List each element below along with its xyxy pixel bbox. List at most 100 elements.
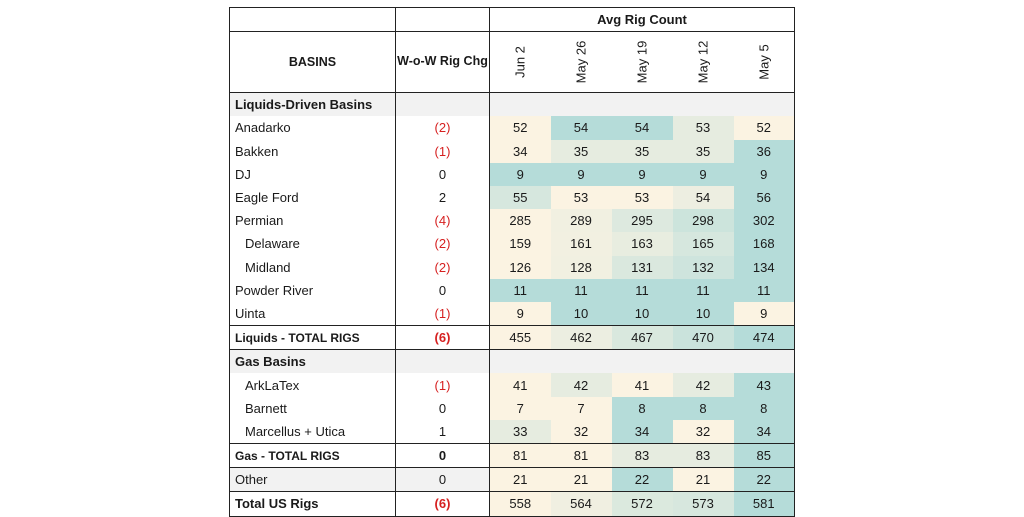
basin-name: Marcellus + Utica [229, 419, 396, 444]
table-row: Midland (2) 126 128 131 132 134 [229, 255, 795, 279]
rig-count-cell: 21 [550, 467, 612, 492]
rig-count-cell: 9 [489, 162, 551, 186]
rig-count-cell: 168 [733, 232, 795, 256]
rig-count-cell: 126 [489, 255, 551, 279]
rig-count-cell: 564 [550, 491, 612, 517]
rig-count-cell: 11 [489, 278, 551, 302]
wow-change: 0 [395, 443, 490, 468]
rig-count-cell: 9 [611, 162, 673, 186]
basin-name: Anadarko [229, 116, 396, 140]
section-total-row: Gas - TOTAL RIGS 0 81 81 83 83 85 [229, 443, 795, 468]
basin-name: Uinta [229, 301, 396, 326]
rig-count-cell: 11 [550, 278, 612, 302]
rig-count-cell: 132 [672, 255, 734, 279]
rig-count-cell: 22 [733, 467, 795, 492]
rig-count-cell: 462 [550, 325, 612, 350]
rig-count-cell: 474 [733, 325, 795, 350]
title-row: Avg Rig Count [229, 7, 795, 33]
basins-header-label: BASINS [288, 54, 337, 69]
blank-header-cell [229, 7, 396, 33]
date-label: May 26 [573, 40, 589, 84]
rig-count-cell: 85 [733, 443, 795, 468]
rig-count-cell: 21 [672, 467, 734, 492]
wow-change: (2) [395, 255, 490, 279]
rig-count-cell: 21 [489, 467, 551, 492]
rig-count-cell: 8 [611, 396, 673, 420]
basin-name: Liquids - TOTAL RIGS [229, 325, 396, 350]
section-blank [395, 92, 490, 117]
rig-count-cell: 572 [611, 491, 673, 517]
rig-count-cell: 81 [489, 443, 551, 468]
rig-count-cell: 34 [489, 139, 551, 163]
rig-count-table: Avg Rig Count BASINS W-o-W Rig Chg Jun 2… [229, 7, 795, 517]
rig-count-cell: 56 [733, 185, 795, 210]
section-label: Liquids-Driven Basins [229, 92, 396, 117]
rig-count-cell: 10 [550, 301, 612, 326]
rig-count-cell: 573 [672, 491, 734, 517]
wow-change: (2) [395, 232, 490, 256]
date-header-3: May 12 [673, 32, 734, 93]
section-blank [489, 92, 795, 117]
rig-count-cell: 81 [550, 443, 612, 468]
rig-count-cell: 7 [489, 396, 551, 420]
wow-change: 2 [395, 185, 490, 210]
wow-change-header: W-o-W Rig Chg [395, 31, 490, 93]
rig-count-cell: 302 [733, 209, 795, 233]
date-label: May 12 [695, 40, 711, 84]
rig-count-cell: 53 [550, 185, 612, 210]
rig-count-cell: 41 [611, 373, 673, 397]
wow-change: 0 [395, 396, 490, 420]
rig-count-cell: 55 [489, 185, 551, 210]
basins-header: BASINS [229, 31, 396, 93]
rig-count-cell: 54 [550, 116, 612, 140]
rig-count-cell: 128 [550, 255, 612, 279]
rig-count-cell: 8 [733, 396, 795, 420]
rig-count-cell: 558 [489, 491, 551, 517]
table-row: Powder River 0 11 11 11 11 11 [229, 278, 795, 302]
table-row: Delaware (2) 159 161 163 165 168 [229, 232, 795, 256]
rig-count-cell: 42 [550, 373, 612, 397]
date-label: May 19 [634, 40, 650, 84]
basin-name: Barnett [229, 396, 396, 420]
wow-change: 0 [395, 162, 490, 186]
rig-count-cell: 9 [672, 162, 734, 186]
rig-count-cell: 41 [489, 373, 551, 397]
grand-total-row: Total US Rigs (6) 558 564 572 573 581 [229, 491, 795, 517]
wow-change: (2) [395, 116, 490, 140]
rig-count-cell: 42 [672, 373, 734, 397]
basin-name: Gas - TOTAL RIGS [229, 443, 396, 468]
date-label: May 5 [756, 44, 772, 80]
rig-count-cell: 10 [672, 301, 734, 326]
wow-change: (4) [395, 209, 490, 233]
rig-count-cell: 285 [489, 209, 551, 233]
rig-count-cell: 11 [733, 278, 795, 302]
wow-change: (6) [395, 491, 490, 517]
rig-count-cell: 298 [672, 209, 734, 233]
section-label: Gas Basins [229, 349, 396, 374]
rig-count-cell: 36 [733, 139, 795, 163]
rig-count-cell: 10 [611, 301, 673, 326]
rig-count-cell: 159 [489, 232, 551, 256]
basin-name: ArkLaTex [229, 373, 396, 397]
table-row: Eagle Ford 2 55 53 53 54 56 [229, 185, 795, 210]
table-row: Bakken (1) 34 35 35 35 36 [229, 139, 795, 163]
rig-count-cell: 163 [611, 232, 673, 256]
basin-name: Midland [229, 255, 396, 279]
rig-count-cell: 9 [733, 162, 795, 186]
basin-name: DJ [229, 162, 396, 186]
table-row: Barnett 0 7 7 8 8 8 [229, 396, 795, 420]
rig-count-cell: 32 [550, 419, 612, 444]
table-row: Permian (4) 285 289 295 298 302 [229, 209, 795, 233]
wow-change: (1) [395, 139, 490, 163]
rig-count-cell: 32 [672, 419, 734, 444]
rig-count-cell: 455 [489, 325, 551, 350]
rig-count-cell: 9 [550, 162, 612, 186]
rig-count-cell: 34 [611, 419, 673, 444]
wow-change: (1) [395, 373, 490, 397]
wow-change: 1 [395, 419, 490, 444]
table-row: ArkLaTex (1) 41 42 41 42 43 [229, 373, 795, 397]
rig-count-cell: 54 [611, 116, 673, 140]
table-row: Anadarko (2) 52 54 54 53 52 [229, 116, 795, 140]
rig-count-cell: 470 [672, 325, 734, 350]
rig-count-cell: 467 [611, 325, 673, 350]
